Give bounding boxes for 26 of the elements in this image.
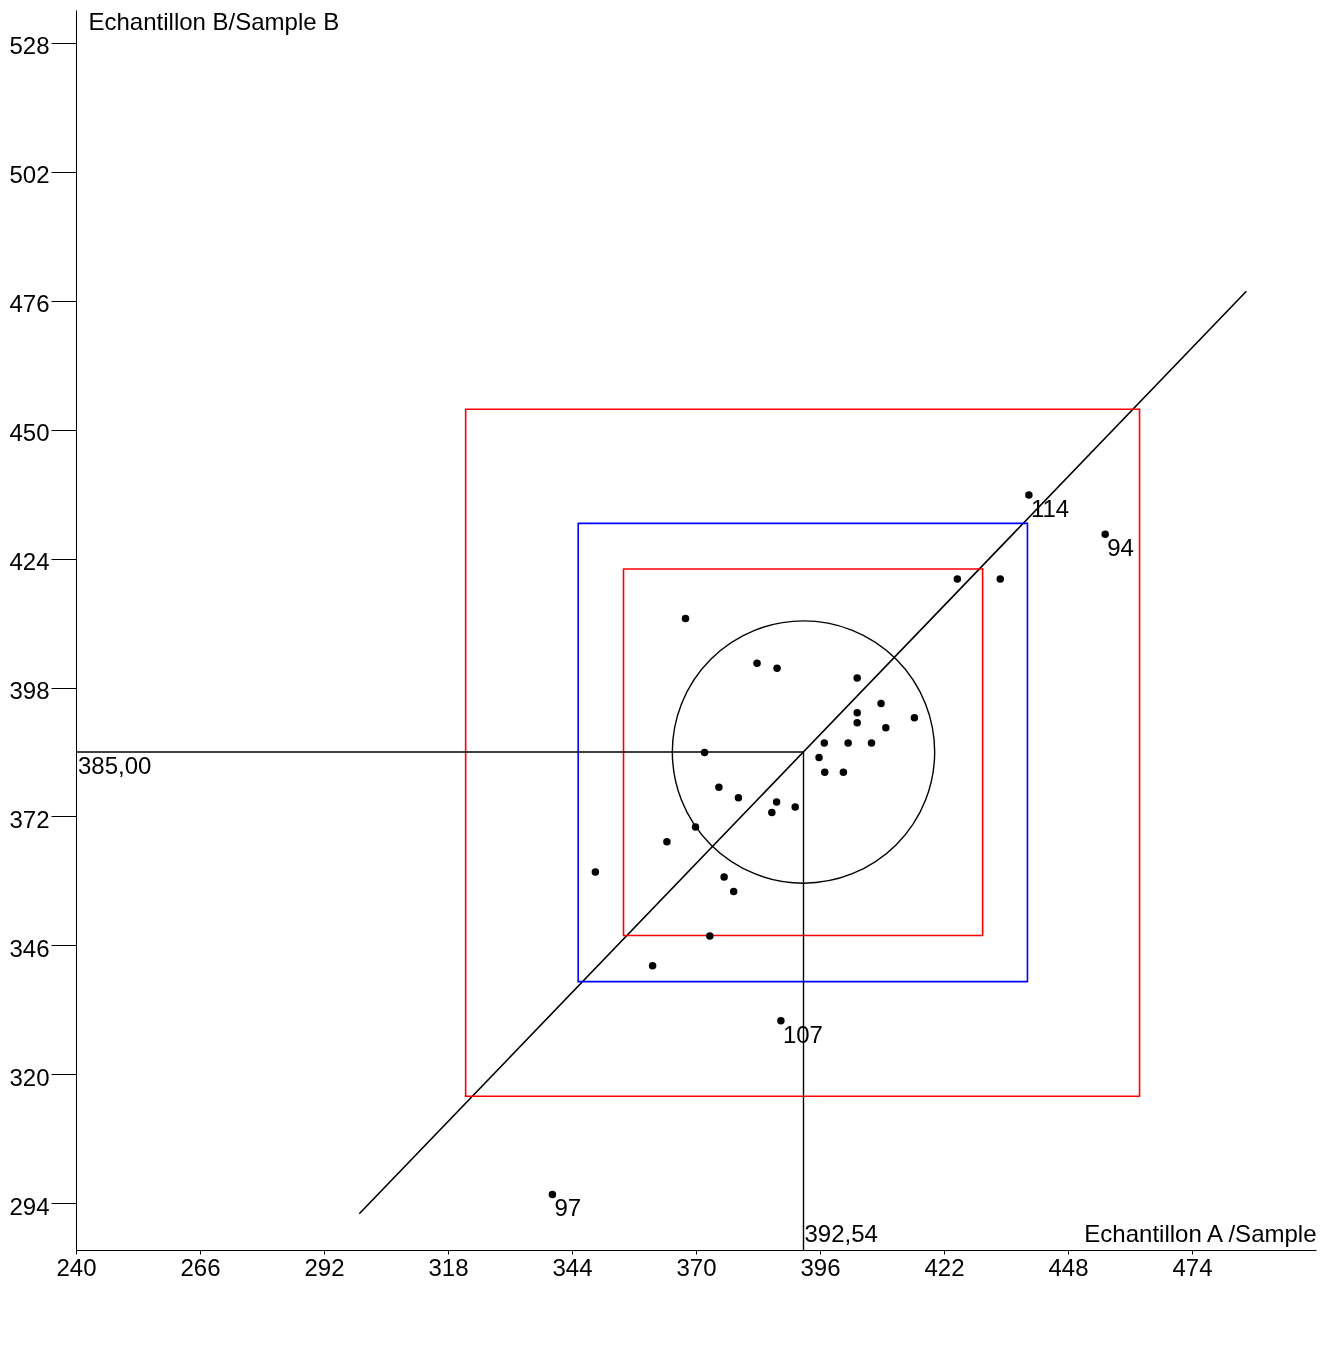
ref-line-label: 392,54 <box>804 1220 878 1247</box>
x-tick-label: 266 <box>180 1253 221 1281</box>
x-tick-label: 240 <box>56 1253 97 1281</box>
x-tick-label: 396 <box>800 1253 841 1281</box>
x-tick-label: 292 <box>304 1253 345 1281</box>
y-tick-label: 424 <box>9 547 50 575</box>
y-tick-label: 398 <box>9 676 50 704</box>
y-tick-label: 450 <box>9 418 50 446</box>
x-tick-label: 474 <box>1172 1253 1213 1281</box>
y-tick-label: 294 <box>9 1192 50 1220</box>
x-tick-label: 344 <box>552 1253 593 1281</box>
y-tick-label: 372 <box>9 805 50 833</box>
x-tick-label: 370 <box>676 1253 717 1281</box>
y-tick-label: 476 <box>9 289 50 317</box>
annotation: 94 <box>1107 534 1134 562</box>
y-tick-label: 502 <box>9 160 50 188</box>
y-tick-label: 528 <box>9 31 50 59</box>
y-axis-title: Echantillon B/Sample B <box>88 7 340 35</box>
ref-line-label: 385,00 <box>78 752 152 780</box>
x-tick-label: 448 <box>1048 1253 1089 1281</box>
y-tick-label: 346 <box>9 934 50 962</box>
x-tick-label: 318 <box>428 1253 469 1281</box>
y-tick-label: 320 <box>9 1063 50 1091</box>
x-tick-label: 422 <box>924 1253 965 1281</box>
annotation: 97 <box>554 1194 582 1222</box>
x-axis-title: Echantillon A /Sample <box>1084 1219 1317 1247</box>
